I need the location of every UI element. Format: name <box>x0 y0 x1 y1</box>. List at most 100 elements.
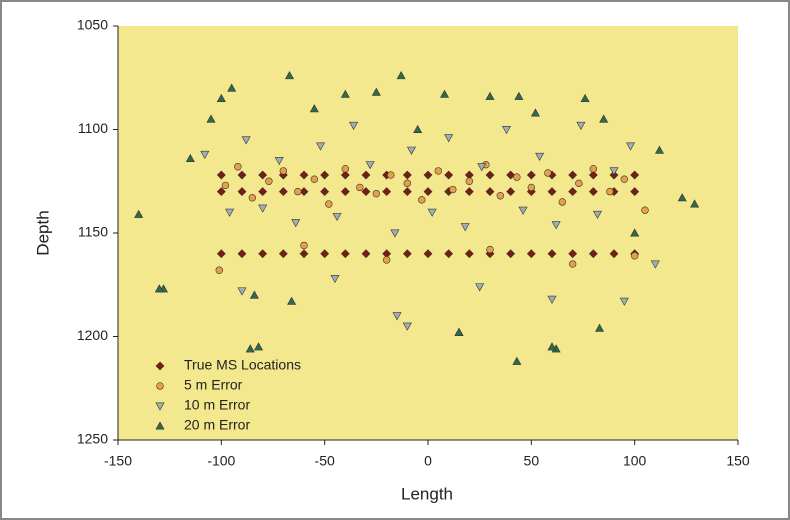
point <box>185 153 195 162</box>
point <box>356 183 364 192</box>
point <box>382 187 392 197</box>
point <box>349 121 359 130</box>
point <box>237 287 247 296</box>
point <box>485 91 495 100</box>
legend-marker <box>155 421 165 430</box>
point <box>558 198 567 206</box>
point <box>650 260 660 269</box>
point <box>626 142 636 151</box>
point <box>486 245 494 254</box>
point <box>265 177 273 185</box>
point <box>402 187 412 197</box>
point <box>568 249 578 259</box>
point <box>294 187 302 196</box>
point <box>225 208 235 217</box>
point <box>134 209 144 218</box>
point <box>413 124 423 133</box>
point <box>609 249 619 259</box>
legend-label: 10 m Error <box>184 397 250 413</box>
point <box>609 167 619 176</box>
point <box>418 196 426 204</box>
point <box>274 157 284 166</box>
point <box>258 170 268 180</box>
point <box>527 183 536 192</box>
point <box>568 170 578 180</box>
point <box>300 241 308 250</box>
point <box>316 142 326 151</box>
point <box>547 187 557 197</box>
point <box>249 290 259 299</box>
point <box>526 249 536 259</box>
y-tick-label: 1100 <box>78 120 108 136</box>
legend-label: 20 m Error <box>184 417 250 433</box>
point <box>641 206 649 214</box>
point <box>237 170 247 180</box>
point <box>427 208 437 217</box>
point <box>619 297 629 306</box>
point <box>279 167 288 175</box>
point <box>423 170 433 180</box>
y-axis-title: Depth <box>33 210 52 255</box>
point <box>506 249 516 259</box>
point <box>365 161 375 170</box>
point <box>320 170 330 180</box>
point <box>513 173 521 181</box>
point <box>475 283 485 292</box>
point <box>406 146 416 155</box>
point <box>444 134 454 143</box>
point <box>485 187 495 197</box>
legend-marker <box>156 382 164 390</box>
point <box>599 114 609 123</box>
point <box>588 187 598 197</box>
point <box>245 344 255 353</box>
point <box>496 192 505 200</box>
point <box>568 187 578 197</box>
point <box>248 194 257 202</box>
point <box>440 89 450 98</box>
point <box>464 187 474 197</box>
point <box>215 266 223 274</box>
point <box>216 187 226 197</box>
point <box>423 249 433 259</box>
point <box>241 136 251 145</box>
point <box>589 165 598 173</box>
y-tick-label: 1250 <box>77 431 108 447</box>
point <box>258 249 268 259</box>
point <box>535 152 545 162</box>
point <box>310 175 319 183</box>
x-tick-label: 100 <box>623 453 647 469</box>
point <box>547 342 557 351</box>
y-tick-label: 1150 <box>78 224 108 240</box>
point <box>340 170 350 180</box>
point <box>200 150 210 159</box>
point <box>291 219 301 228</box>
point <box>530 108 540 117</box>
point <box>606 187 614 196</box>
point <box>506 170 516 180</box>
point <box>237 249 247 259</box>
point <box>592 210 602 219</box>
point <box>423 187 433 197</box>
point <box>449 185 457 194</box>
point <box>630 187 640 197</box>
point <box>340 249 350 259</box>
point <box>630 252 639 260</box>
point <box>402 322 412 331</box>
point <box>237 187 247 197</box>
point <box>620 175 629 183</box>
point <box>278 249 288 259</box>
point <box>206 114 216 123</box>
x-tick-label: 0 <box>424 453 432 469</box>
point <box>518 206 528 215</box>
point <box>234 163 242 171</box>
point <box>547 295 557 304</box>
x-axis-title: Length <box>401 484 453 503</box>
point <box>460 223 470 232</box>
point <box>340 187 350 197</box>
point <box>654 145 664 154</box>
point <box>588 170 598 180</box>
point <box>299 170 309 180</box>
point <box>287 296 297 305</box>
point <box>403 179 412 188</box>
x-tick-label: -100 <box>207 453 235 469</box>
